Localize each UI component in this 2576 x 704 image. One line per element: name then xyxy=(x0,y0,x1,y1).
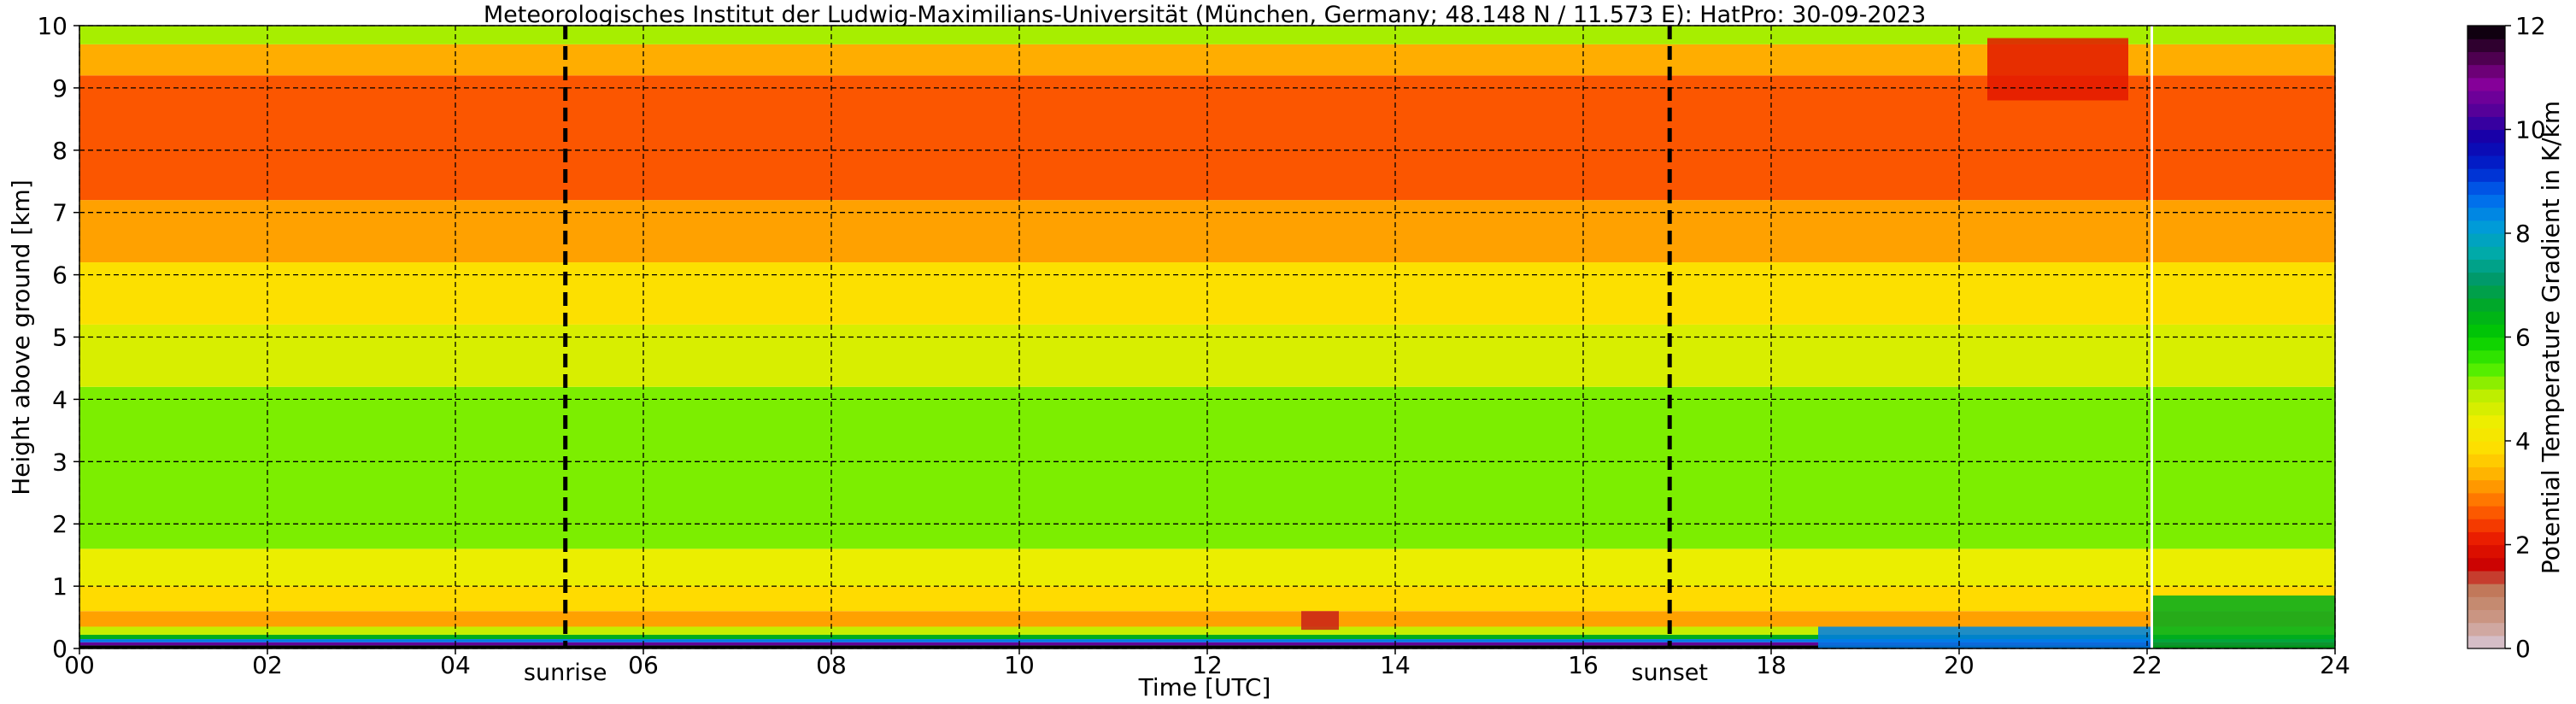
heatmap-feature xyxy=(2151,595,2335,648)
colorbar-segment xyxy=(2467,531,2505,546)
colorbar-segment xyxy=(2467,376,2505,390)
colorbar-segment xyxy=(2467,596,2505,611)
y-tick-label: 10 xyxy=(37,12,67,40)
x-tick-label: 12 xyxy=(1192,651,1223,679)
colorbar-segment xyxy=(2467,349,2505,364)
colorbar-segment xyxy=(2467,26,2505,39)
x-tick-label: 08 xyxy=(816,651,847,679)
heatmap-band xyxy=(79,626,2335,635)
colorbar-segment xyxy=(2467,492,2505,507)
heatmap-band xyxy=(79,645,2335,648)
colorbar-segment xyxy=(2467,519,2505,532)
x-tick-label: 24 xyxy=(2320,651,2350,679)
colorbar-tick-label: 2 xyxy=(2515,531,2531,560)
heatmap-feature xyxy=(1301,611,1339,631)
y-axis: 0 1 2 3 4 5 6 7 8 9 10 xyxy=(37,12,79,663)
colorbar-segment xyxy=(2467,362,2505,377)
colorbar-segment xyxy=(2467,454,2505,467)
y-tick-label: 0 xyxy=(52,635,67,663)
colorbar-segment xyxy=(2467,311,2505,325)
y-tick-label: 2 xyxy=(52,510,67,538)
colorbar-segment xyxy=(2467,402,2505,416)
colorbar-segment xyxy=(2467,427,2505,442)
colorbar-segment xyxy=(2467,285,2505,299)
colorbar-tick-label: 0 xyxy=(2515,635,2531,663)
colorbar-segment xyxy=(2467,544,2505,559)
grid xyxy=(79,25,2336,649)
sunset-label: sunset xyxy=(1631,660,1708,686)
x-tick-label: 22 xyxy=(2132,651,2162,679)
colorbar-segment xyxy=(2467,259,2505,273)
colorbar-segment xyxy=(2467,389,2505,403)
colorbar-segment xyxy=(2467,557,2505,572)
y-tick-label: 4 xyxy=(52,385,67,414)
x-tick-label: 06 xyxy=(628,651,659,679)
colorbar-segment xyxy=(2467,207,2505,221)
colorbar-tick-label: 10 xyxy=(2515,116,2546,144)
event-markers: sunrise sunset xyxy=(524,26,2153,686)
x-tick-label: 20 xyxy=(1944,651,1975,679)
sunrise-label: sunrise xyxy=(524,660,607,686)
y-tick-label: 6 xyxy=(52,261,67,290)
colorbar-segment xyxy=(2467,324,2505,338)
colorbar-segment xyxy=(2467,90,2505,104)
colorbar-ticks: 0 2 4 6 8 10 12 xyxy=(2505,12,2546,663)
colorbar-segment xyxy=(2467,129,2505,144)
colorbar-tick-label: 4 xyxy=(2515,427,2531,455)
y-tick-label: 1 xyxy=(52,572,67,601)
colorbar-segment xyxy=(2467,272,2505,286)
colorbar-segment xyxy=(2467,622,2505,637)
colorbar-segment xyxy=(2467,194,2505,208)
y-tick-label: 3 xyxy=(52,448,67,476)
x-tick-label: 00 xyxy=(64,651,95,679)
x-tick-label: 04 xyxy=(440,651,471,679)
colorbar-segment xyxy=(2467,103,2505,117)
colorbar-segment xyxy=(2467,505,2505,519)
y-tick-label: 8 xyxy=(52,137,67,165)
y-tick-label: 9 xyxy=(52,74,67,103)
x-tick-label: 10 xyxy=(1004,651,1035,679)
colorbar-segment xyxy=(2467,584,2505,597)
heatmap-band xyxy=(79,639,2335,642)
y-tick-label: 5 xyxy=(52,324,67,352)
x-axis-label: Time [UTC] xyxy=(1138,673,1271,701)
y-axis-label: Height above ground [km] xyxy=(7,179,35,496)
colorbar-segment xyxy=(2467,168,2505,182)
colorbar-segment xyxy=(2467,181,2505,196)
colorbar-segment xyxy=(2467,609,2505,624)
heatmap-feature xyxy=(1987,38,2128,101)
colorbar xyxy=(2467,25,2506,649)
y-tick-label: 7 xyxy=(52,199,67,227)
colorbar-segment xyxy=(2467,64,2505,79)
colorbar-segment xyxy=(2467,116,2505,131)
x-tick-label: 14 xyxy=(1380,651,1411,679)
colorbar-segment xyxy=(2467,466,2505,481)
colorbar-segment xyxy=(2467,233,2505,247)
colorbar-segment xyxy=(2467,155,2505,169)
colorbar-segment xyxy=(2467,635,2505,649)
colorbar-segment xyxy=(2467,570,2505,584)
colorbar-segment xyxy=(2467,38,2505,52)
colorbar-segment xyxy=(2467,479,2505,494)
colorbar-tick-label: 6 xyxy=(2515,324,2531,352)
colorbar-segment xyxy=(2467,142,2505,156)
colorbar-segment xyxy=(2467,297,2505,312)
colorbar-segment xyxy=(2467,337,2505,351)
x-tick-label: 02 xyxy=(252,651,283,679)
x-tick-label: 16 xyxy=(1568,651,1599,679)
colorbar-segment xyxy=(2467,220,2505,234)
colorbar-label: Potential Temperature Gradient in K/km xyxy=(2537,101,2565,574)
colorbar-tick-label: 12 xyxy=(2515,12,2546,40)
colorbar-segment xyxy=(2467,246,2505,260)
x-tick-label: 18 xyxy=(1756,651,1787,679)
colorbar-segment xyxy=(2467,441,2505,455)
chart-title: Meteorologisches Institut der Ludwig-Max… xyxy=(484,2,1926,28)
x-axis: 00 02 04 06 08 10 12 14 16 18 20 22 24 xyxy=(64,648,2350,679)
colorbar-segment xyxy=(2467,77,2505,91)
colorbar-segment xyxy=(2467,51,2505,66)
colorbar-tick-label: 8 xyxy=(2515,220,2531,248)
heatmap-feature xyxy=(1818,626,2152,648)
colorbar-segment xyxy=(2467,414,2505,429)
